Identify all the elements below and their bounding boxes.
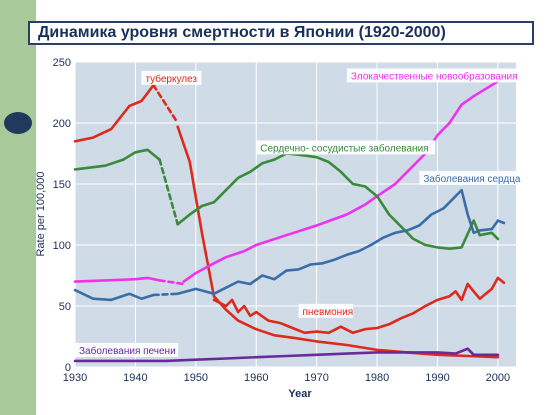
series-4 xyxy=(73,188,506,302)
y-tick-label: 150 xyxy=(53,179,71,191)
series-label: пневмония xyxy=(303,307,354,318)
y-tick-label: 0 xyxy=(65,362,71,374)
axis-ticks: 0 50 100 150 200 250 1930 1940 1950 1960 1970 1980 1… xyxy=(53,57,510,384)
series-label-bg xyxy=(141,70,202,85)
y-tick-label: 50 xyxy=(59,301,71,313)
series-5 xyxy=(73,347,500,363)
x-tick-label: 1950 xyxy=(184,372,208,384)
series-label: Заболевания печени xyxy=(79,345,176,357)
bullet-marker xyxy=(4,112,32,134)
series-label: Сердечно- сосудистые заболевания xyxy=(260,142,428,154)
page-title: Динамика уровня смертности в Японии (192… xyxy=(38,24,446,41)
x-tick-label: 1980 xyxy=(365,372,389,384)
series-label: Заболевания сердца xyxy=(423,173,521,185)
series-label-bg xyxy=(346,68,521,83)
series-label-bg xyxy=(75,342,179,357)
series-lines xyxy=(73,75,506,363)
series-3 xyxy=(73,148,500,250)
x-tick-label: 1940 xyxy=(123,372,147,384)
series-label-bg xyxy=(419,170,523,185)
series-1 xyxy=(212,276,506,335)
series-line xyxy=(152,83,179,125)
series-line xyxy=(73,347,500,363)
series-label-bg xyxy=(298,303,354,318)
series-line xyxy=(73,276,161,283)
x-tick-label: 2000 xyxy=(486,372,510,384)
grid-lines xyxy=(74,61,516,368)
sidebar-strip xyxy=(0,0,36,415)
series-line xyxy=(73,148,161,171)
series-line xyxy=(73,83,155,143)
x-tick-label: 1930 xyxy=(63,372,87,384)
series-line xyxy=(176,152,500,250)
x-axis-label: Year xyxy=(288,388,312,400)
series-label: Злокачественные новообразования xyxy=(351,70,518,82)
series-line xyxy=(176,188,506,296)
plot-area xyxy=(75,62,516,367)
series-labels: туберкулез Злокачественные новообразовани… xyxy=(75,68,523,357)
series-line xyxy=(152,292,179,297)
x-tick-label: 1990 xyxy=(425,372,449,384)
series-label: туберкулез xyxy=(145,73,197,85)
series-label-bg xyxy=(256,140,436,155)
series-line xyxy=(158,158,179,226)
y-tick-label: 200 xyxy=(53,118,71,130)
y-tick-label: 250 xyxy=(53,57,71,69)
x-tick-label: 1970 xyxy=(304,372,328,384)
series-line xyxy=(158,279,185,286)
x-tick-label: 1960 xyxy=(244,372,268,384)
series-line xyxy=(73,288,155,302)
y-tick-label: 100 xyxy=(53,240,71,252)
series-line xyxy=(212,276,506,335)
title-box: Динамика уровня смертности в Японии (192… xyxy=(28,21,534,45)
y-axis-label: Rate per 100,000 xyxy=(35,171,47,256)
